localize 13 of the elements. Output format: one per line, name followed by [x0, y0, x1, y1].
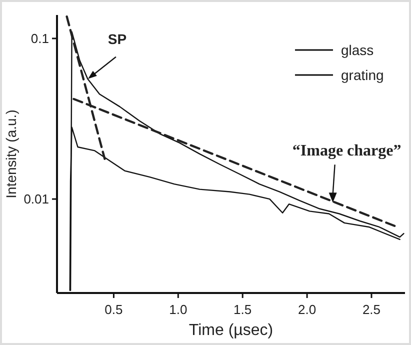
y-tick-label: 0.01: [24, 192, 49, 207]
y-tick-label: 0.1: [30, 30, 49, 46]
y-axis-title: Intensity (a.u.): [3, 110, 19, 198]
legend-label: grating: [341, 67, 384, 83]
x-axis-title: Time (µsec): [188, 322, 274, 339]
x-tick-label: 1.5: [234, 302, 252, 317]
x-tick-label: 2.0: [298, 302, 316, 317]
x-tick-label: 1.0: [169, 302, 188, 317]
annotation: SP: [108, 30, 127, 47]
x-tick-label: 2.5: [362, 302, 381, 317]
x-tick-label: 0.5: [104, 302, 123, 317]
annotation: “Image charge”: [292, 142, 402, 160]
legend-label: glass: [341, 42, 374, 58]
